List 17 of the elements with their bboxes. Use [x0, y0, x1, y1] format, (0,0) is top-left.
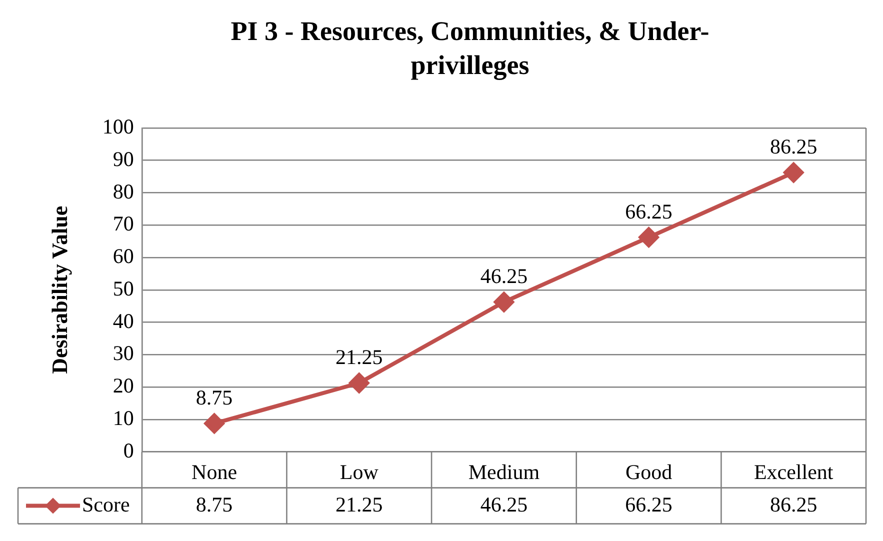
y-tick-label: 90	[112, 146, 134, 171]
annotation: 21.25	[336, 345, 383, 370]
y-tick-label: 60	[112, 244, 134, 268]
y-tick-label: 100	[102, 114, 134, 139]
annotation: 66.25	[625, 199, 672, 224]
y-tick-label: 20	[112, 374, 134, 398]
y-axis-title: Desirability Value	[46, 206, 72, 374]
annotation: 86.25	[770, 134, 818, 159]
y-tick-label: 70	[112, 212, 134, 236]
y-tick-label: 80	[112, 179, 134, 204]
chart-title: PI 3 - Resources, Communities, & Under-privilleges	[230, 15, 710, 82]
y-tick-label: 50	[112, 276, 134, 300]
annotation: 8.75	[196, 385, 233, 410]
y-tick-label: 10	[112, 406, 134, 430]
annotation: 46.25	[480, 264, 528, 288]
y-tick-label: 30	[112, 341, 134, 366]
y-tick-label: 40	[112, 308, 134, 333]
